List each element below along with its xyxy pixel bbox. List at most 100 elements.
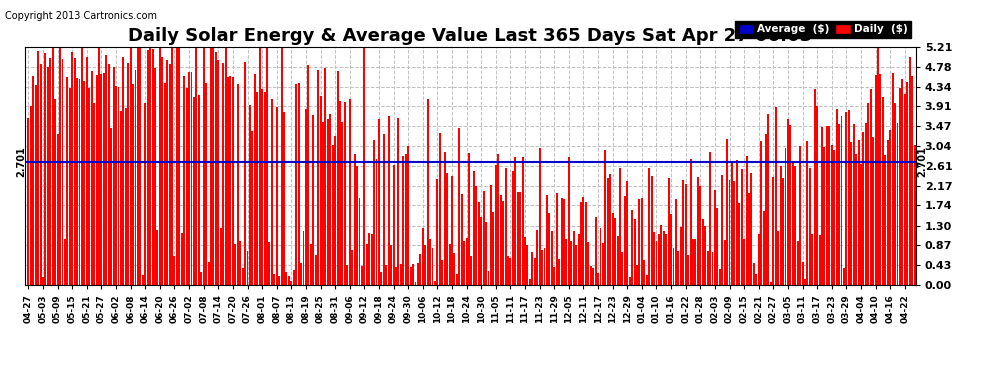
Bar	[831, 145, 833, 285]
Bar	[337, 72, 339, 285]
Bar	[542, 250, 544, 285]
Text: 2.701: 2.701	[16, 146, 26, 177]
Bar	[612, 213, 614, 285]
Bar	[307, 65, 309, 285]
Bar	[872, 136, 874, 285]
Bar	[882, 97, 884, 285]
Bar	[110, 129, 112, 285]
Bar	[717, 208, 719, 285]
Bar	[682, 180, 684, 285]
Bar	[300, 263, 302, 285]
Bar	[232, 77, 234, 285]
Bar	[560, 198, 562, 285]
Bar	[183, 76, 185, 285]
Bar	[283, 112, 285, 285]
Bar	[487, 271, 489, 285]
Bar	[356, 166, 358, 285]
Bar	[468, 153, 470, 285]
Bar	[857, 140, 859, 285]
Bar	[200, 272, 202, 285]
Bar	[205, 82, 207, 285]
Bar	[582, 198, 584, 285]
Bar	[597, 273, 599, 285]
Bar	[208, 262, 210, 285]
Bar	[149, 47, 151, 285]
Bar	[555, 193, 557, 285]
Bar	[505, 168, 507, 285]
Bar	[632, 210, 634, 285]
Bar	[251, 132, 253, 285]
Bar	[663, 231, 664, 285]
Bar	[137, 47, 139, 285]
Bar	[909, 57, 911, 285]
Bar	[71, 52, 73, 285]
Bar	[492, 212, 494, 285]
Bar	[821, 127, 823, 285]
Bar	[410, 267, 412, 285]
Bar	[263, 93, 265, 285]
Bar	[237, 84, 239, 285]
Bar	[709, 152, 711, 285]
Bar	[787, 119, 789, 285]
Bar	[327, 118, 329, 285]
Bar	[385, 265, 387, 285]
Bar	[368, 232, 370, 285]
Bar	[91, 70, 93, 285]
Bar	[120, 111, 122, 285]
Bar	[415, 282, 417, 285]
Bar	[225, 47, 227, 285]
Bar	[28, 118, 30, 285]
Bar	[739, 203, 741, 285]
Bar	[290, 281, 292, 285]
Bar	[171, 47, 173, 285]
Bar	[745, 156, 747, 285]
Bar	[904, 94, 906, 285]
Bar	[855, 154, 857, 285]
Bar	[714, 190, 716, 285]
Bar	[407, 147, 409, 285]
Bar	[887, 141, 889, 285]
Bar	[670, 214, 672, 285]
Bar	[227, 77, 229, 285]
Bar	[812, 234, 813, 285]
Bar	[156, 230, 158, 285]
Bar	[242, 268, 244, 285]
Bar	[660, 225, 662, 285]
Bar	[517, 192, 519, 285]
Bar	[816, 106, 818, 285]
Bar	[96, 75, 98, 285]
Bar	[64, 239, 66, 285]
Bar	[335, 136, 337, 285]
Bar	[784, 148, 786, 285]
Bar	[884, 156, 886, 285]
Bar	[276, 107, 277, 285]
Bar	[607, 178, 609, 285]
Bar	[655, 241, 657, 285]
Bar	[303, 231, 305, 285]
Bar	[253, 74, 255, 285]
Bar	[553, 267, 555, 285]
Bar	[894, 104, 896, 285]
Bar	[198, 95, 200, 285]
Bar	[105, 55, 107, 285]
Bar	[809, 168, 811, 285]
Bar	[600, 228, 602, 285]
Bar	[293, 270, 295, 285]
Bar	[667, 178, 669, 285]
Bar	[677, 251, 679, 285]
Bar	[42, 277, 44, 285]
Bar	[702, 219, 704, 285]
Bar	[736, 160, 738, 285]
Bar	[470, 256, 472, 285]
Bar	[722, 175, 723, 285]
Bar	[69, 88, 70, 285]
Bar	[50, 58, 51, 285]
Bar	[680, 227, 682, 285]
Bar	[545, 195, 547, 285]
Bar	[266, 47, 268, 285]
Bar	[173, 256, 175, 285]
Bar	[315, 255, 317, 285]
Bar	[672, 248, 674, 285]
Bar	[123, 57, 125, 285]
Bar	[641, 198, 643, 285]
